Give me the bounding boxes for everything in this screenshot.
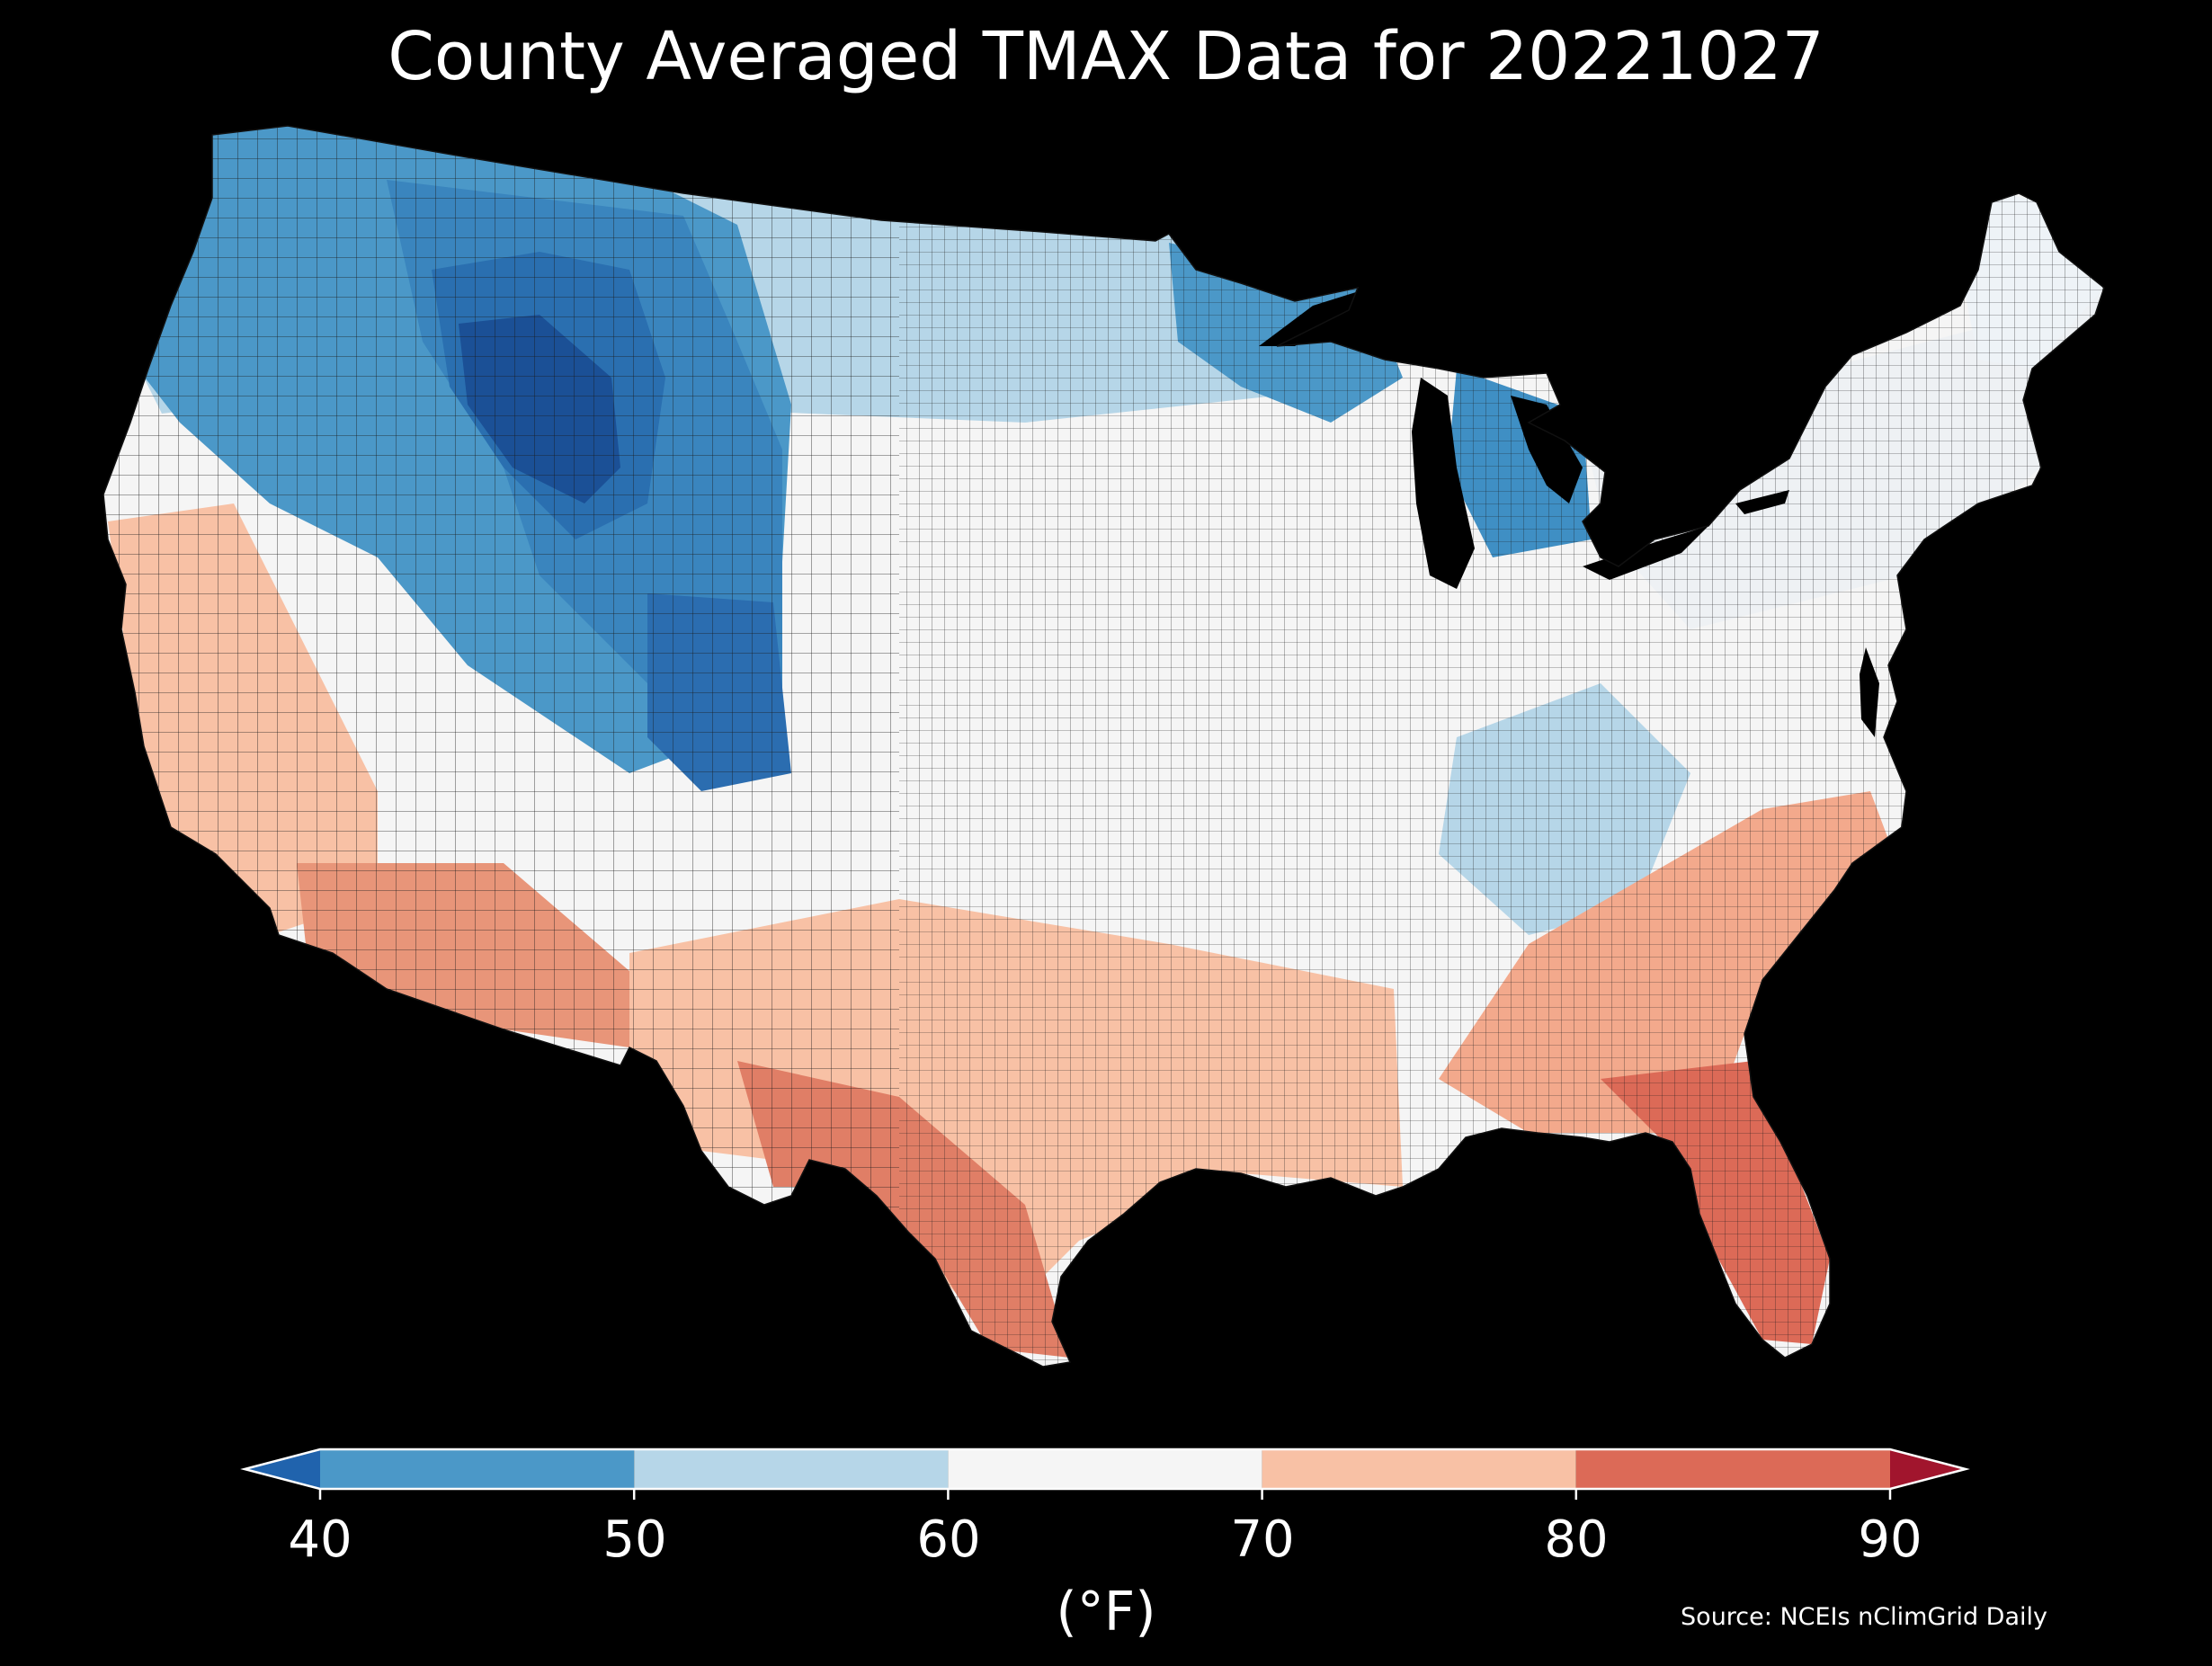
colorbar — [240, 1448, 1970, 1500]
lake-ontario — [1735, 490, 1789, 514]
colorbar-bin — [320, 1449, 635, 1489]
colorbar-bin — [948, 1449, 1262, 1489]
colorbar-extend-under — [245, 1449, 320, 1489]
colorbar-extend-over — [1890, 1449, 1966, 1489]
colorbar-bin — [1262, 1449, 1576, 1489]
great-lakes — [1259, 286, 1879, 737]
lake-michigan — [1412, 378, 1475, 589]
colorbar-bin — [634, 1449, 949, 1489]
lake-erie — [1583, 526, 1708, 580]
map-title: County Averaged TMAX Data for 20221027 — [388, 18, 1824, 95]
lake-superior — [1259, 286, 1385, 346]
colorbar-bin — [1575, 1449, 1890, 1489]
chesapeake-bay — [1860, 647, 1879, 737]
